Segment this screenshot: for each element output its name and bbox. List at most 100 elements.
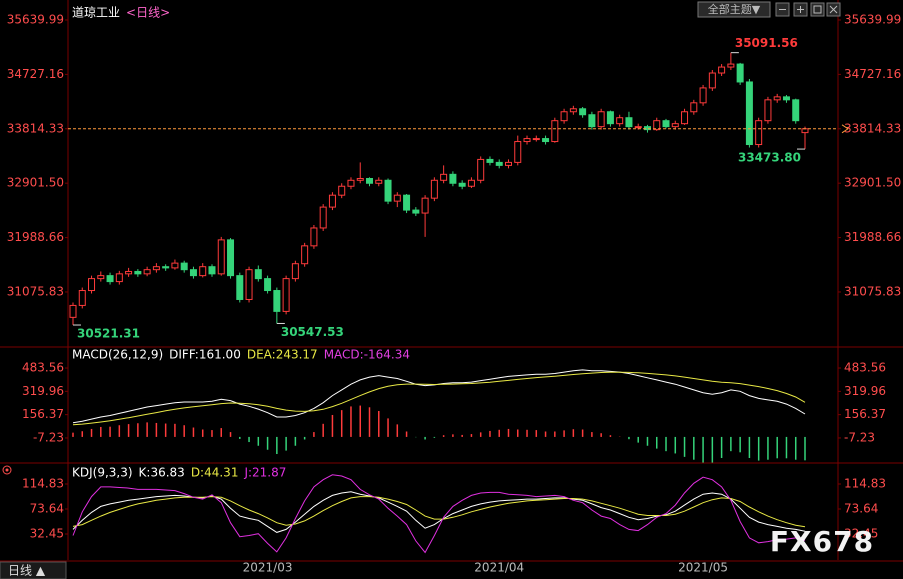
period-button[interactable] — [0, 561, 67, 579]
y-tick-label: 34727.16 — [7, 67, 64, 81]
candle-body — [69, 304, 77, 318]
candle-body — [338, 185, 346, 196]
y-tick-label: 33814.33 — [7, 121, 64, 135]
theme-button-label[interactable]: 全部主题▼ — [708, 2, 761, 16]
toolbar: 全部主题▼ — [697, 1, 841, 18]
candle-body — [356, 177, 364, 181]
candle-body — [291, 263, 299, 280]
y-tick-label: 31988.66 — [844, 230, 901, 244]
y-tick-label: -7.23 — [844, 430, 875, 444]
candle-body — [366, 177, 374, 184]
y-tick-label: 32901.50 — [7, 176, 64, 190]
annotation-label: 30521.31 — [77, 327, 140, 341]
panel-legend: 道琼工业 — [72, 5, 120, 20]
candle-body — [328, 194, 336, 208]
candle-body — [412, 209, 420, 214]
candle-body — [681, 111, 689, 125]
y-tick-label: -7.23 — [33, 430, 64, 444]
indicator-line — [72, 371, 806, 426]
candle-body — [384, 179, 392, 202]
candle-body — [106, 275, 114, 283]
y-tick-label: 73.64 — [30, 501, 64, 515]
candle-body — [653, 120, 661, 131]
period-label[interactable]: 日线 ▲ — [8, 564, 46, 578]
panel-legend: DEA:243.17 — [247, 348, 318, 362]
toolbar-icon[interactable] — [810, 2, 825, 17]
candle-body — [199, 266, 207, 277]
y-tick-label: 31075.83 — [7, 284, 64, 298]
candle-body — [579, 108, 587, 116]
candle-body — [588, 114, 596, 128]
candle-body — [532, 138, 540, 141]
candle-body — [375, 179, 383, 184]
y-tick-label: 31075.83 — [844, 284, 901, 298]
y-tick-label: 114.83 — [22, 477, 64, 491]
candle-body — [495, 161, 503, 166]
candle-body — [125, 270, 133, 275]
candle-body — [347, 179, 355, 187]
candle-body — [551, 120, 559, 143]
candle-body — [523, 138, 531, 143]
candle-body — [690, 102, 698, 113]
candle-body — [745, 81, 753, 146]
candle-body — [477, 158, 485, 181]
candle-body — [782, 96, 790, 101]
y-tick-label: 35639.99 — [7, 12, 64, 26]
indicator-icon-dot — [5, 468, 9, 472]
y-tick-label: 483.56 — [22, 361, 64, 375]
candle-body — [134, 270, 142, 275]
y-tick-label: 114.83 — [844, 477, 886, 491]
y-tick-label: 73.64 — [844, 501, 878, 515]
candle-body — [282, 278, 290, 312]
panel-legend: MACD(26,12,9) — [72, 348, 163, 362]
candle-body — [597, 111, 605, 128]
candle-body — [393, 194, 401, 202]
candle-body — [616, 117, 624, 125]
indicator-icon[interactable] — [2, 465, 12, 475]
candle-body — [88, 278, 96, 292]
candle-body — [254, 269, 262, 280]
candle-body — [421, 197, 429, 214]
x-tick-label: 2021/03 — [243, 561, 293, 575]
y-tick-label: 32.45 — [30, 526, 64, 540]
candle-body — [236, 275, 244, 300]
candle-body — [718, 66, 726, 74]
candle-body — [152, 266, 160, 271]
panel-legend: DIFF:161.00 — [169, 348, 241, 362]
candle-body — [245, 269, 253, 300]
y-tick-label: 319.96 — [844, 384, 886, 398]
candle-body — [78, 290, 86, 306]
y-tick-label: 34727.16 — [844, 67, 901, 81]
candle-body — [662, 120, 670, 128]
toolbar-icon-glyph — [829, 5, 838, 14]
candle-body — [143, 269, 151, 275]
candle-body — [440, 173, 448, 181]
candle-body — [671, 123, 679, 128]
candle-body — [634, 126, 642, 129]
panel-legend: D:44.31 — [191, 466, 239, 480]
y-tick-label: 319.96 — [22, 384, 64, 398]
y-tick-label: 35639.99 — [844, 12, 901, 26]
annotation-label: 33473.80 — [738, 151, 801, 165]
y-tick-label: 32901.50 — [844, 176, 901, 190]
annotation-label: 35091.56 — [735, 36, 798, 50]
y-tick-label: 156.37 — [844, 407, 886, 421]
candle-body — [301, 245, 309, 265]
candle-body — [115, 273, 123, 283]
candle-body — [773, 96, 781, 101]
candle-body — [189, 269, 197, 277]
x-tick-label: 2021/05 — [678, 561, 728, 575]
candle-body — [755, 120, 763, 146]
candle-body — [171, 262, 179, 269]
candle-body — [162, 266, 170, 269]
candle-body — [736, 63, 744, 83]
candle-body — [430, 179, 438, 199]
candle-body — [643, 126, 651, 131]
candle-body — [514, 141, 522, 163]
candle-body — [708, 72, 716, 89]
candle-body — [180, 262, 188, 271]
theme-button[interactable] — [697, 1, 771, 18]
candle-body — [486, 158, 494, 163]
